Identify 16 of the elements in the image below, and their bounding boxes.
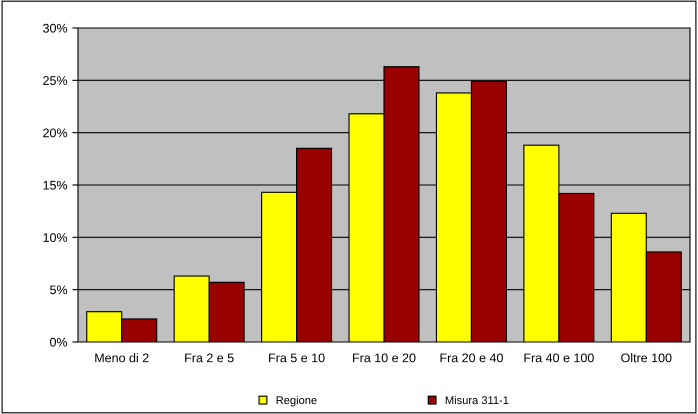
x-tick-label: Fra 5 e 10 [269,353,325,362]
legend-label: Misura 311-1 [446,396,508,404]
x-tick-label: Fra 2 e 5 [185,353,234,362]
y-tick-label: 20% [43,128,68,138]
x-tick-label: Fra 40 e 100 [524,353,594,362]
x-tick-label: Meno di 2 [95,353,149,362]
legend-label: Regione [276,396,317,406]
x-tick-label: Fra 20 e 40 [440,353,503,362]
y-tick-label: 0% [50,338,68,347]
x-tick-label: Fra 10 e 20 [353,353,416,362]
y-tick-label: 10% [44,233,68,242]
y-tick-label: 15% [44,180,68,190]
y-tick-label: 25% [43,76,68,85]
x-tick-label: Oltre 100 [621,353,672,362]
y-tick-label: 5% [50,286,68,294]
y-tick-label: 30% [43,24,68,33]
